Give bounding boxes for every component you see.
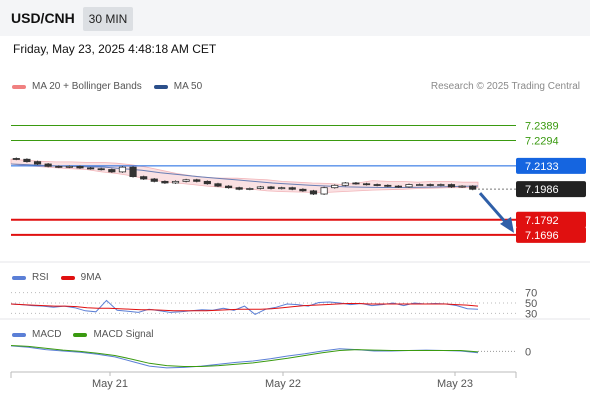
candle-body bbox=[394, 185, 402, 188]
rsi-series-9ma bbox=[10, 303, 479, 312]
candle-body bbox=[373, 184, 381, 186]
legend-swatch-9ma bbox=[60, 275, 75, 280]
candle-body bbox=[33, 161, 42, 165]
candle-body bbox=[299, 188, 307, 192]
legend-label-ma20: MA 20 + Bollinger Bands bbox=[32, 81, 142, 92]
rsi-level-label: 50 bbox=[525, 298, 537, 310]
candle-body bbox=[458, 185, 466, 188]
level-tag-text: 7.2389 bbox=[525, 120, 559, 132]
legend-item-macd-signal: MACD Signal bbox=[73, 329, 153, 340]
legend-swatch-ma20 bbox=[12, 84, 26, 89]
candle-body bbox=[352, 182, 360, 185]
candle-body bbox=[97, 168, 105, 171]
legend-swatch-macd bbox=[12, 332, 26, 337]
candle-body bbox=[447, 184, 456, 188]
candle-body bbox=[416, 184, 424, 186]
legend-label-9ma: 9MA bbox=[80, 272, 102, 283]
candle-body bbox=[309, 190, 318, 195]
top-bar: USD/CNH 30 MIN bbox=[0, 0, 590, 36]
timeframe-button[interactable]: 30 MIN bbox=[83, 7, 133, 31]
candle-body bbox=[203, 180, 211, 185]
copyright-text: Research © 2025 Trading Central bbox=[430, 81, 580, 92]
legend-label-ma50: MA 50 bbox=[173, 81, 203, 92]
candle-body bbox=[108, 169, 116, 173]
candle-body bbox=[65, 165, 73, 168]
candle-body bbox=[235, 187, 243, 190]
rsi-level-label: 70 bbox=[525, 288, 537, 300]
level-tag-support bbox=[516, 211, 586, 228]
candle-body bbox=[12, 158, 20, 160]
candle-body bbox=[214, 183, 222, 187]
legend-swatch-macd-signal bbox=[73, 332, 88, 337]
x-axis-label: May 22 bbox=[265, 378, 301, 390]
candle-body bbox=[426, 184, 434, 186]
candle-body bbox=[384, 184, 392, 187]
candle-body bbox=[171, 180, 180, 184]
candle-body bbox=[246, 188, 254, 190]
forecast-arrow bbox=[478, 192, 509, 225]
candle-body bbox=[267, 186, 275, 189]
candle-body bbox=[193, 179, 201, 182]
level-tag-text: 7.2294 bbox=[525, 135, 559, 147]
candle-body bbox=[140, 176, 148, 180]
candle-body bbox=[405, 184, 413, 188]
legend-item-ma50: MA 50 bbox=[153, 81, 203, 92]
level-tag-text: 7.2133 bbox=[525, 161, 559, 173]
rsi-series-rsi bbox=[10, 299, 479, 315]
legend-item-macd: MACD bbox=[12, 329, 61, 340]
candle-body bbox=[437, 184, 445, 186]
candle-body bbox=[288, 187, 296, 190]
legend-item-rsi: RSI bbox=[12, 272, 49, 283]
macd-series-macd bbox=[10, 345, 479, 369]
candle-body bbox=[150, 178, 158, 182]
candle-body bbox=[23, 158, 31, 163]
candle-body bbox=[256, 186, 265, 189]
legend-item-9ma: 9MA bbox=[60, 272, 102, 283]
symbol-label: USD/CNH bbox=[11, 10, 75, 26]
rsi-legend: RSI 9MA bbox=[12, 272, 113, 283]
level-tag-text: 7.1986 bbox=[525, 184, 559, 196]
legend-swatch-rsi bbox=[12, 275, 26, 280]
candle-body bbox=[161, 180, 169, 184]
candle-body bbox=[278, 187, 286, 190]
x-axis-label: May 21 bbox=[92, 378, 128, 390]
x-axis-label: May 23 bbox=[437, 378, 473, 390]
candle-body bbox=[341, 182, 349, 186]
level-tag-support bbox=[516, 226, 586, 243]
candle-body bbox=[87, 167, 95, 170]
level-tag-pivot bbox=[516, 157, 586, 174]
level-tag-last_price bbox=[516, 181, 586, 198]
forecast-arrowhead bbox=[500, 216, 514, 233]
candle-body bbox=[320, 187, 328, 195]
candle-body bbox=[224, 185, 233, 189]
chart-datetime: Friday, May 23, 2025 4:48:18 AM CET bbox=[13, 42, 217, 56]
candle-body bbox=[118, 166, 127, 173]
candle-body bbox=[76, 165, 84, 169]
candle-body bbox=[55, 165, 63, 168]
legend-label-macd: MACD bbox=[32, 329, 62, 340]
candle-body bbox=[469, 185, 477, 190]
level-tag-text: 7.1792 bbox=[525, 215, 559, 227]
macd-series-signal bbox=[10, 345, 479, 367]
candle-body bbox=[182, 179, 190, 182]
legend-label-macd-signal: MACD Signal bbox=[93, 329, 154, 340]
macd-legend: MACD MACD Signal bbox=[12, 329, 165, 340]
legend-item-ma20: MA 20 + Bollinger Bands bbox=[12, 81, 142, 92]
macd-level-label: 0 bbox=[525, 346, 531, 358]
candle-body bbox=[362, 183, 371, 186]
level-tag-text: 7.1696 bbox=[525, 230, 559, 242]
candle-body bbox=[44, 163, 52, 167]
legend-label-rsi: RSI bbox=[32, 272, 49, 283]
price-legend: MA 20 + Bollinger Bands MA 50 bbox=[12, 81, 214, 92]
candle-body bbox=[331, 184, 339, 189]
candle-body bbox=[129, 166, 137, 178]
legend-swatch-ma50 bbox=[153, 84, 168, 89]
rsi-level-label: 30 bbox=[525, 308, 537, 320]
